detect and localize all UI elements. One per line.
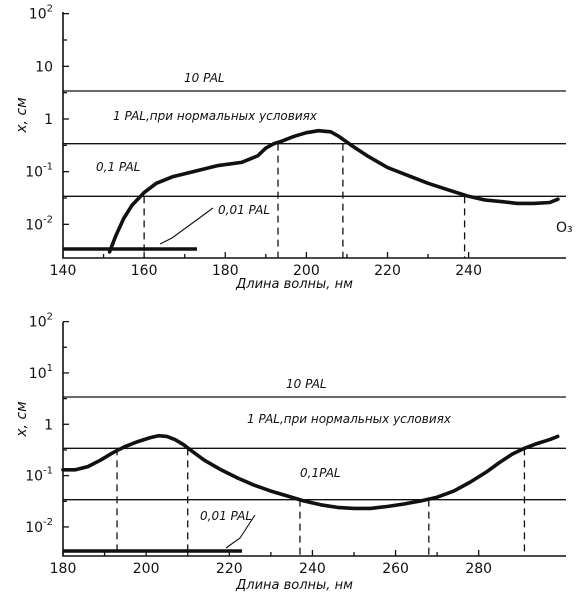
- y-tick-label: 1: [44, 417, 53, 433]
- axis-frame: [62, 12, 566, 259]
- pal-level-label: 0,01 PAL: [200, 509, 252, 523]
- x-tick-label: 240: [299, 561, 326, 577]
- y-tick-label: 10: [35, 59, 53, 75]
- y-axis-label: x, см: [14, 401, 30, 438]
- y-tick-label: 10-1: [25, 162, 53, 181]
- y-axis-label: x, см: [14, 97, 30, 134]
- x-tick-label: 180: [212, 263, 239, 279]
- y-tick-label: 102: [29, 4, 53, 23]
- absorption-curve: [107, 128, 560, 254]
- pal-level-label: 0,01 PAL: [218, 203, 270, 217]
- x-tick-label: 160: [131, 263, 158, 279]
- x-tick-label: 200: [133, 561, 160, 577]
- x-tick-label: 200: [293, 263, 320, 279]
- pal-level-label: 10 PAL: [184, 71, 225, 85]
- x-tick-label: 260: [382, 561, 409, 577]
- pal-level-label: 10 PAL: [286, 377, 327, 391]
- chart-bottom: 10-2 10-1 1 101 102 180 200 220 240 260 280 Длина в…: [14, 312, 566, 593]
- x-axis-label: Длина волны, нм: [235, 578, 353, 593]
- y-tick-label: 1: [44, 112, 53, 128]
- y-tick-label: 102: [29, 312, 53, 331]
- pal-level-label: 1 PAL,при нормальных условиях: [247, 412, 452, 426]
- pal-level-label: 0,1 PAL: [96, 160, 140, 174]
- y-tick-label: 10-1: [25, 466, 53, 485]
- series-label: O₃: [556, 220, 573, 236]
- y-tick-label: 101: [29, 363, 53, 382]
- x-tick-label: 220: [374, 263, 401, 279]
- leader-line: [225, 514, 256, 549]
- axis-frame: [62, 322, 566, 557]
- x-tick-label: 180: [50, 561, 77, 577]
- x-axis-label: Длина волны, нм: [235, 277, 353, 292]
- x-tick-label: 140: [50, 263, 77, 279]
- y-tick-label: 10-2: [25, 214, 53, 233]
- y-tick-label: 10-2: [25, 517, 53, 536]
- absorption-curve: [61, 433, 560, 511]
- x-tick-label: 220: [216, 561, 243, 577]
- pal-level-label: 1 PAL,при нормальных условиях: [113, 109, 318, 123]
- x-tick-label: 280: [465, 561, 492, 577]
- x-tick-label: 240: [455, 263, 482, 279]
- pal-level-label: 0,1PAL: [300, 466, 341, 480]
- chart-top: 10-2 10-1 1 10 102 140 160 180 200 220 240 Длина во…: [14, 4, 573, 292]
- leader-line: [159, 207, 214, 245]
